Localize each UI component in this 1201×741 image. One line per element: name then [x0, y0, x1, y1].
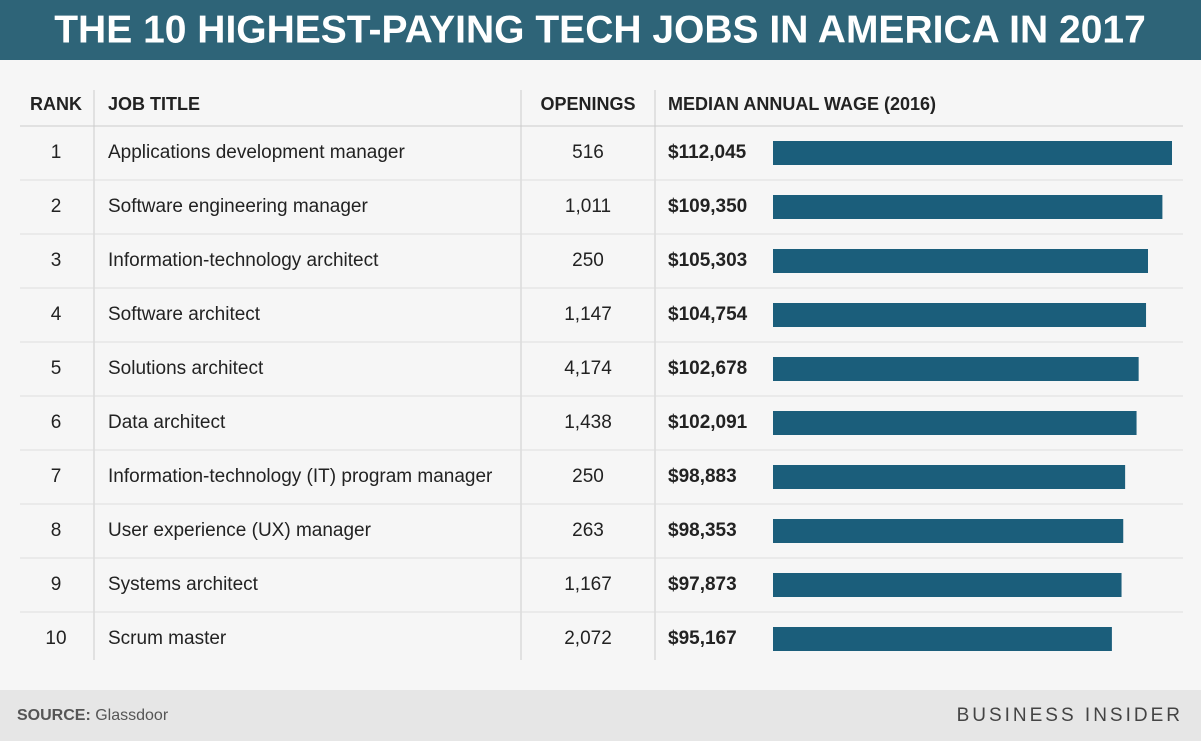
openings: 1,438 [564, 412, 612, 433]
source-name: Glassdoor [95, 707, 169, 724]
footer-band [0, 690, 1201, 741]
brand: BUSINESS INSIDER [957, 705, 1183, 726]
source: SOURCE: Glassdoor [17, 707, 169, 724]
bar [773, 303, 1147, 327]
openings: 250 [572, 466, 604, 487]
rank: 3 [51, 250, 62, 271]
job-title: Solutions architect [108, 358, 264, 379]
openings: 1,167 [564, 574, 612, 595]
title-band [0, 0, 1201, 60]
rank: 2 [51, 196, 62, 217]
wage-label: $102,678 [668, 358, 747, 379]
column-header: MEDIAN ANNUAL WAGE (2016) [668, 94, 936, 114]
job-title: User experience (UX) manager [108, 520, 372, 541]
job-title: Software architect [108, 304, 261, 325]
job-title: Information-technology (IT) program mana… [108, 466, 493, 487]
openings: 2,072 [564, 628, 612, 649]
bar [773, 627, 1112, 651]
openings: 250 [572, 250, 604, 271]
openings: 1,147 [564, 304, 612, 325]
bar [773, 357, 1139, 381]
job-title: Systems architect [108, 574, 259, 595]
openings: 4,174 [564, 358, 612, 379]
rank: 7 [51, 466, 62, 487]
rank: 6 [51, 412, 62, 433]
job-title: Software engineering manager [108, 196, 369, 217]
rank: 10 [45, 628, 66, 649]
rank: 5 [51, 358, 62, 379]
openings: 263 [572, 520, 604, 541]
bar [773, 573, 1122, 597]
wage-label: $98,353 [668, 520, 737, 541]
wage-label: $95,167 [668, 628, 737, 649]
wage-label: $104,754 [668, 304, 748, 325]
wage-label: $112,045 [668, 142, 747, 163]
bar [773, 195, 1163, 219]
wage-label: $98,883 [668, 466, 737, 487]
column-header: RANK [30, 94, 82, 114]
openings: 516 [572, 142, 604, 163]
openings: 1,011 [565, 196, 611, 217]
bar [773, 465, 1126, 489]
column-header: OPENINGS [540, 94, 635, 114]
rank: 1 [51, 142, 62, 163]
wage-label: $105,303 [668, 250, 747, 271]
job-title: Information-technology architect [108, 250, 379, 271]
title: THE 10 HIGHEST-PAYING TECH JOBS IN AMERI… [54, 8, 1146, 51]
source-label: SOURCE: [17, 707, 91, 724]
rank: 8 [51, 520, 62, 541]
bar [773, 249, 1148, 273]
wage-label: $109,350 [668, 196, 747, 217]
job-title: Scrum master [108, 628, 227, 649]
bar [773, 411, 1137, 435]
rank: 4 [51, 304, 62, 325]
column-header: JOB TITLE [108, 94, 200, 114]
rank: 9 [51, 574, 62, 595]
wage-label: $102,091 [668, 412, 748, 433]
bar [773, 141, 1172, 165]
bar [773, 519, 1124, 543]
wage-label: $97,873 [668, 574, 737, 595]
job-title: Applications development manager [108, 142, 405, 163]
job-title: Data architect [108, 412, 226, 433]
